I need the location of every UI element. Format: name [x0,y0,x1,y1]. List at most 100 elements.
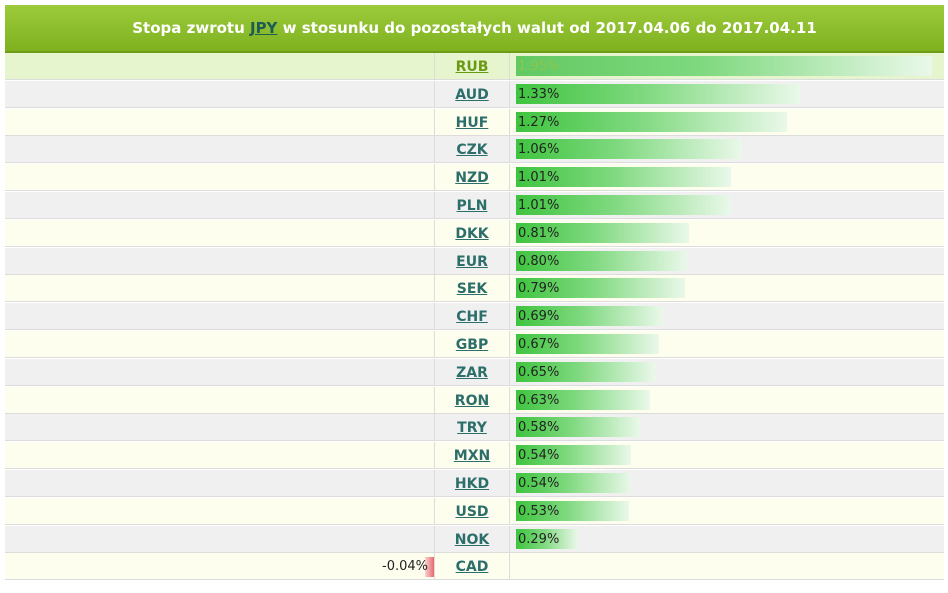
currency-cell: NOK [435,525,510,552]
value-label-zar: 0.65% [518,364,560,380]
currency-link-zar[interactable]: ZAR [456,364,488,381]
chart-row-zar: ZAR 0.65% [5,358,944,386]
currency-cell: CZK [435,136,510,163]
bar-nzd [516,167,732,188]
chart-row-mxn: MXN 0.54% [5,442,944,470]
value-label-try: 0.58% [518,420,560,436]
currency-link-czk[interactable]: CZK [456,142,488,159]
value-label-dkk: 0.81% [518,225,560,241]
chart-row-sek: SEK 0.79% [5,275,944,303]
bar-sek [516,278,685,299]
currency-link-mxn[interactable]: MXN [453,448,491,465]
positive-cell: 0.54% [510,442,944,468]
value-label-chf: 0.69% [518,309,560,325]
bar-pln [516,195,732,215]
negative-cell [5,108,435,135]
returns-chart: Stopa zwrotu JPY w stosunku do pozostały… [5,5,944,581]
negative-cell [5,53,435,79]
currency-link-pln[interactable]: PLN [456,198,488,214]
currency-link-nzd[interactable]: NZD [455,170,489,187]
chart-row-gbp: GBP 0.67% [5,331,944,358]
currency-cell: CAD [435,553,510,580]
bar-czk [516,139,743,160]
currency-link-cad[interactable]: CAD [455,559,489,576]
chart-row-hkd: HKD 0.54% [5,470,944,497]
chart-row-eur: EUR 0.80% [5,247,944,275]
currency-link-usd[interactable]: USD [455,503,489,520]
chart-row-huf: HUF 1.27% [5,108,944,136]
negative-cell [5,358,435,385]
positive-cell: 0.69% [510,303,944,329]
value-label-nzd: 1.01% [518,170,560,186]
positive-cell: 1.01% [510,164,944,190]
value-label-huf: 1.27% [518,114,560,130]
currency-link-hkd[interactable]: HKD [454,476,490,492]
positive-cell: 0.63% [510,387,944,413]
positive-cell [510,553,944,579]
chart-header: Stopa zwrotu JPY w stosunku do pozostały… [5,5,944,53]
value-label-aud: 1.33% [518,86,560,102]
positive-cell: 1.95% [510,53,944,79]
chart-row-nzd: NZD 1.01% [5,164,944,192]
currency-link-aud[interactable]: AUD [455,86,489,103]
currency-cell: CHF [435,303,510,330]
currency-link-dkk[interactable]: DKK [455,225,489,242]
negative-cell [5,442,435,469]
bar-nok [516,528,578,549]
negative-cell: -0.04% [5,553,435,580]
bar-ron [516,389,651,410]
currency-link-eur[interactable]: EUR [456,253,488,270]
bar-eur [516,250,687,271]
positive-cell: 0.80% [510,248,944,274]
chart-row-aud: AUD 1.33% [5,80,944,108]
positive-cell: 0.81% [510,220,944,246]
chart-row-cad: -0.04% CAD [5,553,944,581]
base-currency-link[interactable]: JPY [249,19,278,37]
positive-cell: 0.79% [510,275,944,301]
currency-cell: RON [435,386,510,413]
currency-link-huf[interactable]: HUF [455,114,489,131]
chart-row-chf: CHF 0.69% [5,303,944,331]
currency-link-chf[interactable]: CHF [456,309,488,326]
value-label-sek: 0.79% [518,281,560,297]
currency-cell: PLN [435,192,510,218]
positive-cell: 1.06% [510,136,944,162]
currency-cell: NZD [435,164,510,191]
currency-link-sek[interactable]: SEK [456,281,488,298]
negative-cell [5,164,435,191]
negative-cell [5,525,435,552]
currency-cell: EUR [435,247,510,274]
value-label-usd: 0.53% [518,503,560,519]
negative-cell [5,386,435,413]
positive-cell: 0.53% [510,498,944,524]
currency-link-gbp[interactable]: GBP [455,337,489,353]
chart-row-nok: NOK 0.29% [5,525,944,553]
currency-link-try[interactable]: TRY [457,420,487,437]
currency-cell: SEK [435,275,510,302]
negative-cell [5,192,435,218]
currency-cell: ZAR [435,358,510,385]
negative-cell [5,80,435,107]
bar-dkk [516,222,689,243]
bar-zar [516,361,655,382]
value-label-mxn: 0.54% [518,448,560,464]
negative-cell [5,331,435,357]
currency-link-ron[interactable]: RON [454,392,490,409]
chart-title-suffix: w stosunku do pozostałych walut od 2017.… [282,19,817,37]
positive-cell: 1.27% [510,109,944,135]
value-label-gbp: 0.67% [518,337,560,352]
bar-usd [516,500,630,521]
currency-link-nok[interactable]: NOK [454,531,490,548]
chart-title-prefix: Stopa zwrotu [132,19,245,37]
chart-row-dkk: DKK 0.81% [5,219,944,247]
positive-cell: 0.58% [510,414,944,440]
positive-cell: 0.65% [510,359,944,385]
bar-try [516,417,640,438]
value-label-hkd: 0.54% [518,476,560,491]
currency-cell: HKD [435,470,510,496]
currency-link-rub[interactable]: RUB [455,59,489,75]
bar-cad [425,557,434,578]
negative-cell [5,303,435,330]
negative-cell [5,470,435,496]
positive-cell: 1.33% [510,81,944,107]
